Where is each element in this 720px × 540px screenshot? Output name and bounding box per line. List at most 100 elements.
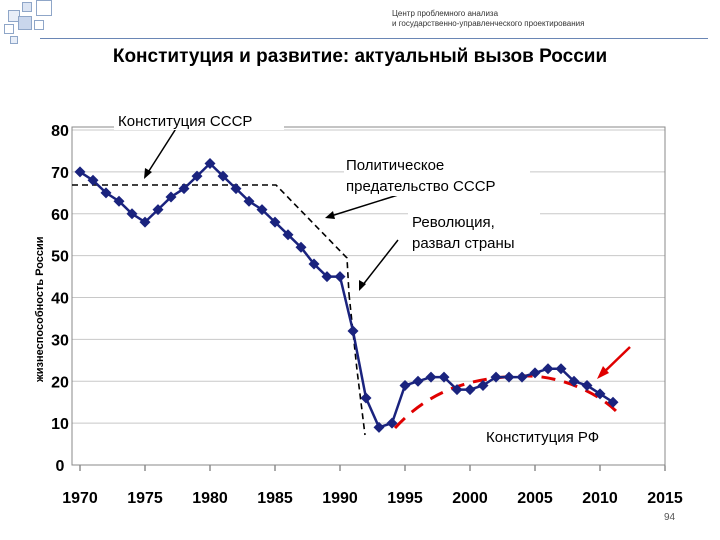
y-tick-label: 40 [51, 291, 69, 308]
y-tick-label: 60 [51, 207, 69, 224]
data-point [568, 375, 580, 387]
annotation-box [482, 428, 630, 446]
annotation-revolution-line1: Революция, [412, 214, 495, 231]
data-point [87, 174, 99, 186]
x-tick-label: 2015 [647, 490, 683, 507]
data-point [438, 371, 450, 383]
arrow-revolution [361, 239, 399, 287]
plot-area [71, 126, 666, 466]
series-markers [74, 158, 619, 433]
data-point [399, 379, 411, 391]
data-point [165, 191, 177, 203]
data-point [243, 195, 255, 207]
page-title: Конституция и развитие: актуальный вызов… [112, 46, 608, 67]
data-point [295, 241, 307, 253]
decor-square [34, 20, 44, 30]
data-point [308, 258, 320, 270]
arrowhead [325, 211, 335, 219]
data-point [282, 229, 294, 241]
data-point [360, 392, 372, 404]
data-point [204, 158, 216, 169]
y-tick-label: 0 [56, 458, 65, 475]
x-tick-label: 1990 [322, 490, 358, 507]
annotation-revolution-line2: развал страны [412, 235, 515, 252]
arrow-constitution-ussr [146, 126, 178, 175]
forecast-arrowhead [597, 366, 609, 379]
data-point [347, 325, 359, 337]
data-point [269, 216, 281, 228]
dashed-guide-ussr [72, 184, 350, 295]
x-tick-label: 2005 [517, 490, 553, 507]
data-point [74, 166, 86, 178]
y-tick-label: 50 [51, 249, 69, 266]
decor-square [22, 2, 32, 12]
data-point [490, 371, 502, 383]
annotation-betrayal-line1: Политическое [346, 157, 444, 174]
data-point [555, 363, 567, 375]
y-tick-label: 20 [51, 374, 69, 391]
annotation-betrayal-line2: предательство СССР [346, 178, 496, 195]
x-tick-label: 1970 [62, 490, 98, 507]
data-point [373, 421, 385, 433]
y-tick-label: 80 [51, 123, 69, 140]
data-point [529, 367, 541, 379]
arrowhead [359, 280, 366, 291]
annotation-box [114, 112, 284, 130]
data-point [594, 388, 606, 400]
series-path [79, 161, 614, 429]
header: Центр проблемного анализа и государствен… [392, 9, 692, 29]
data-point [152, 204, 164, 216]
data-point [334, 271, 346, 283]
x-tick-label: 2000 [452, 490, 488, 507]
header-divider [40, 38, 708, 39]
decor-square [10, 36, 18, 44]
series-line [79, 161, 614, 429]
annotation-constitution-ussr: Конституция СССР [118, 113, 252, 130]
arrowhead [144, 168, 152, 179]
data-point [412, 375, 424, 387]
x-tick-labels: 1970 1975 1980 1985 1990 1995 2000 2005 2010 2015 [62, 490, 683, 507]
data-point [464, 384, 476, 396]
data-point [321, 271, 333, 283]
data-point [230, 183, 242, 195]
annotation-box [344, 156, 530, 196]
annotation-box [408, 212, 540, 254]
dashed-guide-collapse [348, 293, 366, 436]
data-point [113, 195, 125, 207]
data-point [503, 371, 515, 383]
data-point [542, 363, 554, 375]
data-point [191, 170, 203, 182]
y-tick-label: 30 [51, 332, 69, 349]
header-line-2: и государственно-управленческого проекти… [392, 19, 585, 28]
x-tick-label: 1980 [192, 490, 228, 507]
data-point [451, 384, 463, 396]
x-tick-label: 1985 [257, 490, 293, 507]
data-point [256, 204, 268, 216]
y-tick-label: 10 [51, 416, 69, 433]
x-tick-label: 1995 [387, 490, 423, 507]
data-point [126, 208, 138, 220]
data-point [516, 371, 528, 383]
decor-square [36, 0, 52, 16]
y-tick-labels: 0 10 20 30 40 50 60 70 80 [51, 123, 69, 475]
data-point [100, 187, 112, 199]
header-line-1: Центр проблемного анализа [392, 9, 499, 18]
x-tick-label: 1975 [127, 490, 163, 507]
y-axis-label: жизнеспособность России [34, 236, 46, 383]
y-tick-label: 70 [51, 165, 69, 182]
data-point [477, 379, 489, 391]
decor-square [18, 16, 32, 30]
decor-square [4, 24, 14, 34]
page-number: 94 [664, 512, 676, 523]
data-point [217, 170, 229, 182]
data-point [425, 371, 437, 383]
data-point [581, 379, 593, 391]
arrow-betrayal [330, 194, 399, 217]
data-point [607, 396, 619, 408]
data-point [178, 183, 190, 195]
x-tick-label: 2010 [582, 490, 618, 507]
data-point [386, 417, 398, 429]
annotation-constitution-rf: Конституция РФ [486, 429, 599, 446]
data-point [139, 216, 151, 228]
